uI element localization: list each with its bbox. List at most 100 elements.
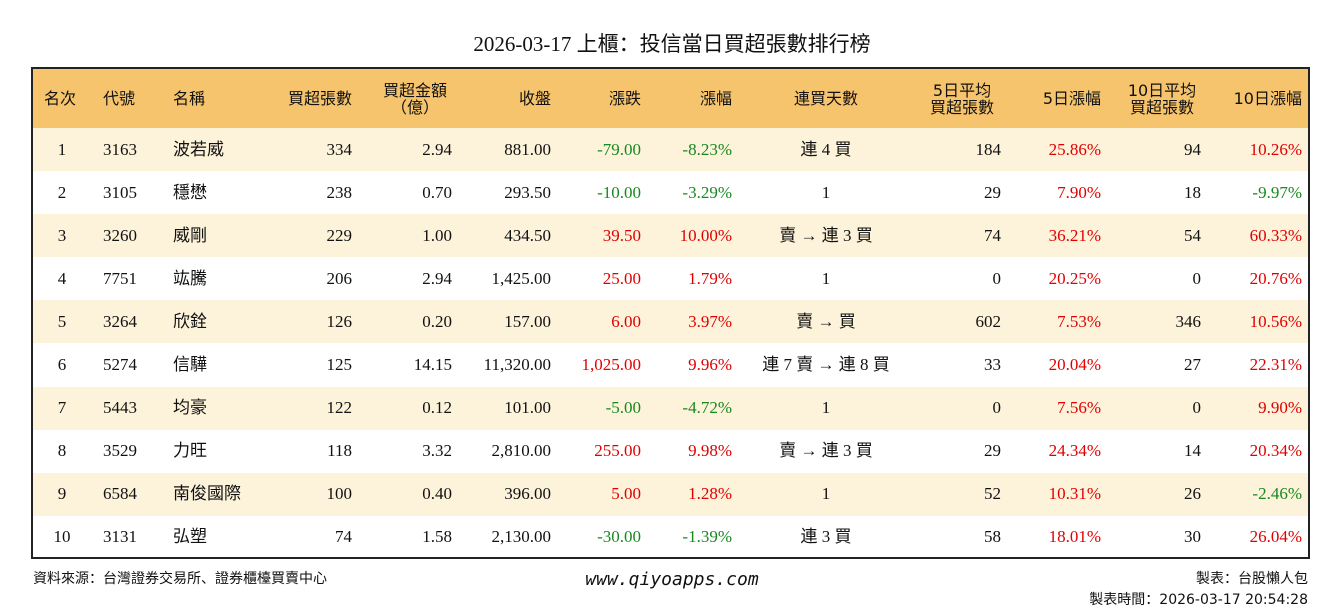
cell: -8.23% — [682, 139, 732, 159]
maker: 製表：台股懶人包 — [1196, 571, 1308, 587]
cell: 100 — [326, 484, 353, 504]
cell: 20.25% — [1048, 268, 1101, 288]
cell: 74 — [984, 225, 1001, 245]
cell: 4 — [57, 268, 67, 288]
cell: 6.00 — [611, 311, 641, 331]
cell: 3 — [57, 225, 67, 245]
column-header: 名次 — [44, 89, 77, 108]
cell: 7.56% — [1057, 398, 1101, 418]
column-header: 收盤 — [518, 89, 551, 108]
title: 2026-03-17 上櫃：投信當日買超張數排行榜 — [473, 32, 871, 56]
column-header: 買超張數 — [287, 89, 352, 108]
cell: 2 — [57, 182, 67, 202]
cell: 穩懋 — [173, 182, 207, 202]
cell: 39.50 — [602, 225, 641, 245]
cell: 54 — [1184, 225, 1201, 245]
cell: 10.56% — [1249, 311, 1302, 331]
cell: 1.00 — [422, 225, 452, 245]
cell: 25.00 — [602, 268, 641, 288]
cell: 6584 — [103, 484, 137, 504]
cell: 賣 → 連 3 買 — [779, 441, 873, 461]
cell: 3131 — [103, 527, 137, 547]
cell: 26.04% — [1249, 527, 1302, 547]
cell: 118 — [327, 441, 352, 461]
cell: 184 — [975, 139, 1002, 159]
cell: 0.70 — [422, 182, 452, 202]
cell: 11,320.00 — [483, 355, 551, 375]
cell: 29 — [984, 441, 1001, 461]
cell: 229 — [326, 225, 353, 245]
cell: 1 — [821, 268, 831, 288]
cell: 8 — [57, 441, 67, 461]
cell: 1 — [821, 182, 831, 202]
column-header: 5日平均 買超張數 — [929, 80, 994, 117]
cell: 9.96% — [688, 355, 732, 375]
cell: 74 — [335, 527, 352, 547]
cell: 52 — [984, 484, 1001, 504]
cell: -3.29% — [682, 182, 732, 202]
cell: 58 — [984, 527, 1001, 547]
cell: -9.97% — [1252, 182, 1302, 202]
cell: 0 — [1192, 268, 1202, 288]
cell: 26 — [1184, 484, 1201, 504]
column-header: 10日平均 買超張數 — [1127, 80, 1197, 117]
cell: 125 — [326, 355, 353, 375]
cell: 27 — [1184, 355, 1201, 375]
cell: 威剛 — [173, 225, 207, 245]
time: 製表時間：2026-03-17 20:54:28 — [1089, 592, 1308, 608]
cell: 均豪 — [173, 398, 207, 418]
cell: 6 — [57, 355, 67, 375]
cell: 欣銓 — [173, 311, 207, 331]
cell: 126 — [326, 311, 353, 331]
cell: 22.31% — [1249, 355, 1302, 375]
cell: 3260 — [103, 225, 137, 245]
cell: 10.31% — [1048, 484, 1101, 504]
cell: 9 — [57, 484, 67, 504]
cell: 293.50 — [504, 182, 551, 202]
cell: 1 — [821, 484, 831, 504]
cell: -1.39% — [682, 527, 732, 547]
cell: 10 — [53, 527, 71, 547]
cell: 10.00% — [679, 225, 732, 245]
source: 資料來源：台灣證券交易所、證券櫃檯買賣中心 — [33, 571, 327, 587]
cell: 弘塑 — [173, 527, 207, 547]
cell: 3529 — [103, 441, 137, 461]
cell: 3.97% — [688, 311, 732, 331]
cell: 7 — [57, 398, 67, 418]
cell: 7.90% — [1057, 182, 1101, 202]
cell: 14.15 — [413, 355, 452, 375]
column-header: 代號 — [103, 89, 136, 108]
cell: -5.00 — [605, 398, 641, 418]
website: www.qiyoapps.com — [585, 569, 759, 590]
row-bg — [33, 214, 1308, 258]
cell: 18.01% — [1048, 527, 1101, 547]
cell: 29 — [984, 182, 1001, 202]
cell: 賣 → 連 3 買 — [779, 225, 873, 245]
cell: 20.34% — [1249, 441, 1302, 461]
cell: 3105 — [103, 182, 137, 202]
cell: 信驊 — [173, 355, 207, 375]
cell: 2,810.00 — [491, 441, 552, 461]
column-header: 漲幅 — [699, 89, 732, 108]
row-bg — [33, 472, 1308, 516]
cell: 101.00 — [504, 398, 551, 418]
cell: 396.00 — [504, 484, 551, 504]
row-bg — [33, 300, 1308, 344]
cell: 60.33% — [1249, 225, 1302, 245]
cell: 18 — [1184, 182, 1201, 202]
cell: 255.00 — [594, 441, 641, 461]
cell: 連 7 賣 → 連 8 買 — [762, 355, 890, 375]
cell: 5443 — [103, 398, 137, 418]
cell: 434.50 — [504, 225, 551, 245]
cell: -30.00 — [597, 527, 641, 547]
column-header: 連買天數 — [793, 89, 858, 108]
cell: 南俊國際 — [173, 484, 241, 504]
column-header: 買超金額 （億） — [382, 80, 447, 117]
cell: 0 — [1192, 398, 1202, 418]
cell: 334 — [326, 139, 353, 159]
cell: 5274 — [103, 355, 137, 375]
cell: 881.00 — [504, 139, 551, 159]
cell: 0.12 — [422, 398, 452, 418]
cell: 5 — [57, 311, 67, 331]
cell: 20.04% — [1048, 355, 1101, 375]
